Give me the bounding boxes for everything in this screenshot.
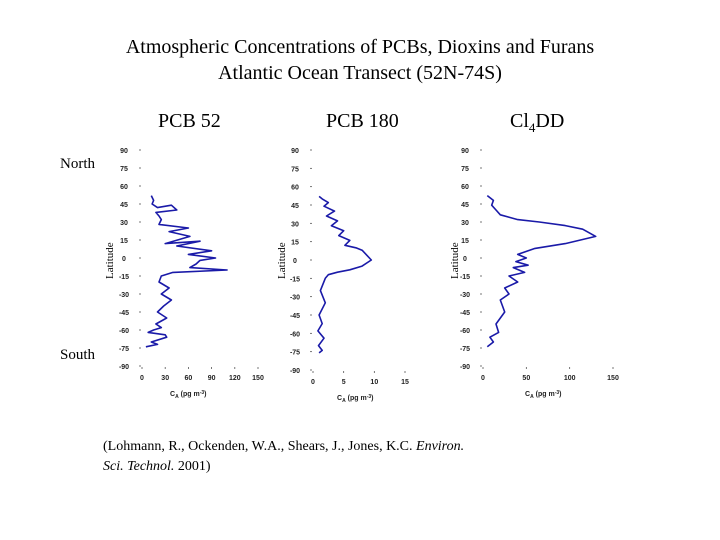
x-tick-label: 120 xyxy=(229,375,241,382)
chart-title-cl4dd-sub: 4 xyxy=(528,120,536,135)
chart-title-cl4dd-end: DD xyxy=(535,110,565,132)
y-tick-label: -15 xyxy=(119,274,129,281)
y-tick-label: 0 xyxy=(463,256,467,263)
citation-authors: (Lohmann, R., Ockenden, W.A., Shears, J.… xyxy=(103,439,417,454)
y-tick-label: -75 xyxy=(119,346,129,353)
chart-pcb180: 90 75 60 45 30 15 0 -15 -30 -45 -60 -75 -90 0 5 10 15 CA … xyxy=(290,148,409,404)
citation: (Lohmann, R., Ockenden, W.A., Shears, J.… xyxy=(103,437,464,477)
series-line xyxy=(145,195,228,348)
x-tick-label: 100 xyxy=(564,375,576,382)
x-tick-label: 150 xyxy=(607,375,619,382)
y-tick-label: -45 xyxy=(460,310,470,317)
y-tick-label: -75 xyxy=(460,346,470,353)
x-axis-label-part: (pg m xyxy=(534,391,555,398)
y-tick-label: -45 xyxy=(119,310,129,317)
y-tick-label: 75 xyxy=(461,166,469,173)
x-axis-label-part: (pg m xyxy=(346,395,367,402)
y-tick-label: -60 xyxy=(460,328,470,335)
y-tick-label: 30 xyxy=(120,220,128,227)
chart-title-cl4dd-main: Cl xyxy=(510,110,529,132)
citation-journal-part2: Sci. Technol. xyxy=(103,459,175,474)
x-tick-label: 60 xyxy=(185,375,193,382)
south-label: South xyxy=(60,347,96,363)
x-tick-label: 5 xyxy=(342,379,346,386)
y-tick-label: -30 xyxy=(119,292,129,299)
x-axis-label-part: ) xyxy=(204,391,206,398)
page-title: Atmospheric Concentrations of PCBs, Diox… xyxy=(125,36,595,58)
y-tick-label: 60 xyxy=(461,184,469,191)
y-tick-label: -75 xyxy=(290,350,300,357)
y-tick-label: 45 xyxy=(120,202,128,209)
x-axis-label-part: -3 xyxy=(555,390,560,396)
citation-year: 2001) xyxy=(174,459,211,474)
x-axis-label-part: ) xyxy=(559,391,561,398)
y-tick-label: -30 xyxy=(460,292,470,299)
x-axis-label-part: ) xyxy=(371,395,373,402)
x-tick-label: 50 xyxy=(522,375,530,382)
chart-title-pcb180: PCB 180 xyxy=(326,110,399,132)
x-axis-label-part: A xyxy=(530,394,534,400)
y-tick-label: 15 xyxy=(291,240,299,247)
y-tick-label: 0 xyxy=(293,258,297,265)
x-tick-label: 30 xyxy=(161,375,169,382)
x-tick-label: 90 xyxy=(208,375,216,382)
chart-title-cl4dd: Cl4DD xyxy=(510,110,564,136)
x-axis-label-part: C xyxy=(337,395,342,402)
y-tick-label: -15 xyxy=(460,274,470,281)
y-tick-label: -45 xyxy=(290,313,300,320)
chart-title-pcb52: PCB 52 xyxy=(158,110,221,132)
y-tick-label: 15 xyxy=(120,238,128,245)
x-axis-label-part: A xyxy=(342,398,346,404)
y-tick-label: -90 xyxy=(119,364,129,371)
y-tick-label: 90 xyxy=(461,148,469,155)
x-axis-label-part: C xyxy=(170,391,175,398)
citation-line1: (Lohmann, R., Ockenden, W.A., Shears, J.… xyxy=(103,437,464,457)
y-tick-label: -60 xyxy=(119,328,129,335)
citation-journal-part1: Environ. xyxy=(416,439,465,454)
y-tick-label: 0 xyxy=(122,256,126,263)
y-tick-label: -60 xyxy=(290,331,300,338)
x-axis-label: CA (pg m-3) xyxy=(170,390,206,400)
y-tick-label: 90 xyxy=(291,148,299,155)
x-tick-label: 0 xyxy=(481,375,485,382)
y-tick-label: -90 xyxy=(290,368,300,375)
x-tick-label: 0 xyxy=(311,379,315,386)
x-axis-label-part: -3 xyxy=(200,390,205,396)
citation-line2: Sci. Technol. 2001) xyxy=(103,457,464,477)
x-tick-label: 15 xyxy=(401,379,409,386)
x-axis-label: CA (pg m-3) xyxy=(525,390,561,400)
series-line xyxy=(486,194,597,348)
y-tick-label: 75 xyxy=(120,166,128,173)
page-subtitle: Atlantic Ocean Transect (52N-74S) xyxy=(218,62,502,84)
y-tick-label: 90 xyxy=(120,148,128,155)
x-tick-label: 150 xyxy=(252,375,264,382)
y-tick-label: 15 xyxy=(461,238,469,245)
x-axis-label-part: C xyxy=(525,391,530,398)
y-tick-label: -90 xyxy=(460,364,470,371)
x-axis-label: CA (pg m-3) xyxy=(337,394,373,404)
y-tick-label: -15 xyxy=(290,276,300,283)
north-label: North xyxy=(60,156,95,172)
x-tick-label: 10 xyxy=(370,379,378,386)
y-tick-label: 75 xyxy=(291,166,299,173)
x-axis-label-part: A xyxy=(175,394,179,400)
y-tick-label: -30 xyxy=(290,295,300,302)
y-tick-label: 30 xyxy=(461,220,469,227)
y-tick-label: 60 xyxy=(291,185,299,192)
x-axis-label-part: (pg m xyxy=(179,391,200,398)
y-tick-label: 30 xyxy=(291,221,299,228)
x-tick-label: 0 xyxy=(140,375,144,382)
y-tick-label: 45 xyxy=(291,203,299,210)
y-tick-label: 60 xyxy=(120,184,128,191)
series-line xyxy=(317,195,373,354)
y-tick-label: 45 xyxy=(461,202,469,209)
x-axis-label-part: -3 xyxy=(367,394,372,400)
